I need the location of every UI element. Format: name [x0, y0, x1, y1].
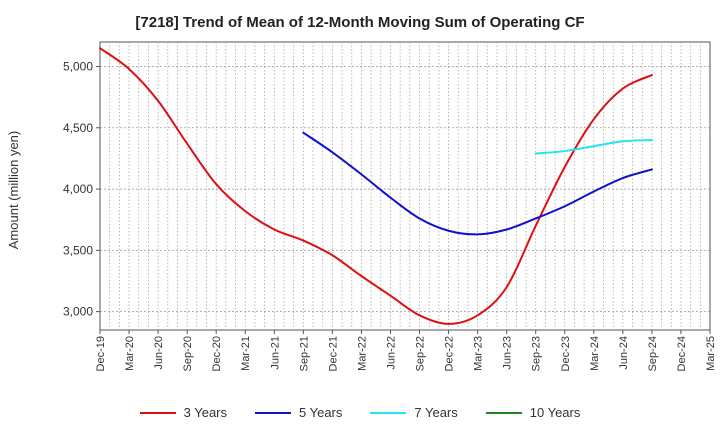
chart-title: [7218] Trend of Mean of 12-Month Moving … — [135, 14, 585, 31]
series-line-5-years — [302, 131, 653, 236]
series-line-3-years — [99, 47, 653, 325]
x-tick-label: Mar-22 — [356, 336, 368, 371]
y-tick-label: 5,000 — [63, 60, 93, 74]
series-lines — [99, 47, 653, 325]
x-tick-label: Sep-24 — [647, 336, 659, 371]
x-tick-label: Sep-21 — [298, 336, 310, 371]
x-tick-label: Jun-22 — [385, 336, 397, 370]
x-tick-label: Mar-25 — [705, 336, 717, 371]
y-tick-label: 4,000 — [63, 182, 93, 196]
x-tick-label: Mar-21 — [240, 336, 252, 371]
x-tick-label: Dec-20 — [211, 336, 223, 371]
x-tick-label: Dec-23 — [560, 336, 572, 371]
legend-swatch — [139, 411, 176, 414]
x-tick-label: Dec-24 — [676, 336, 688, 371]
legend-label: 3 Years — [183, 405, 227, 420]
x-tick-label: Sep-20 — [182, 336, 194, 371]
plot-area — [99, 41, 711, 331]
legend-label: 10 Years — [529, 405, 581, 420]
x-tick-label: Sep-23 — [531, 336, 543, 371]
y-axis: 3,000 3,500 4,000 4,500 5,000 — [63, 60, 100, 319]
x-tick-label: Mar-23 — [473, 336, 485, 371]
x-tick-label: Mar-24 — [589, 336, 601, 371]
x-tick-label: Jun-24 — [618, 336, 630, 370]
legend: 3 Years 5 Years 7 Years 10 Years — [0, 405, 720, 420]
x-tick-label: Dec-21 — [327, 336, 339, 371]
x-tick-label: Jun-23 — [502, 336, 514, 370]
legend-label: 7 Years — [414, 405, 458, 420]
x-tick-label: Sep-22 — [415, 336, 427, 371]
y-axis-label: Amount (million yen) — [6, 131, 21, 250]
series-line-7-years — [534, 139, 653, 155]
y-tick-label: 3,500 — [63, 243, 93, 257]
x-tick-label: Dec-22 — [444, 336, 456, 371]
legend-item-5-years: 5 Years — [255, 405, 342, 420]
legend-swatch — [255, 411, 291, 414]
y-tick-label: 4,500 — [63, 121, 93, 135]
x-axis: Dec-19 Mar-20 Jun-20 Sep-20 Dec-20 Mar-21 Jun-… — [95, 330, 717, 371]
vertical-grid — [109, 42, 701, 330]
x-tick-label: Jun-21 — [269, 336, 281, 370]
legend-swatch — [370, 411, 407, 414]
x-tick-label: Mar-20 — [124, 336, 136, 371]
legend-item-3-years: 3 Years — [139, 405, 227, 420]
x-tick-label: Jun-20 — [153, 336, 165, 370]
horizontal-grid — [100, 66, 710, 313]
legend-item-7-years: 7 Years — [370, 405, 458, 420]
legend-item-10-years: 10 Years — [485, 405, 581, 420]
y-tick-label: 3,000 — [63, 305, 93, 319]
x-tick-label: Dec-19 — [95, 336, 107, 371]
legend-label: 5 Years — [299, 405, 343, 420]
legend-swatch — [485, 411, 522, 414]
